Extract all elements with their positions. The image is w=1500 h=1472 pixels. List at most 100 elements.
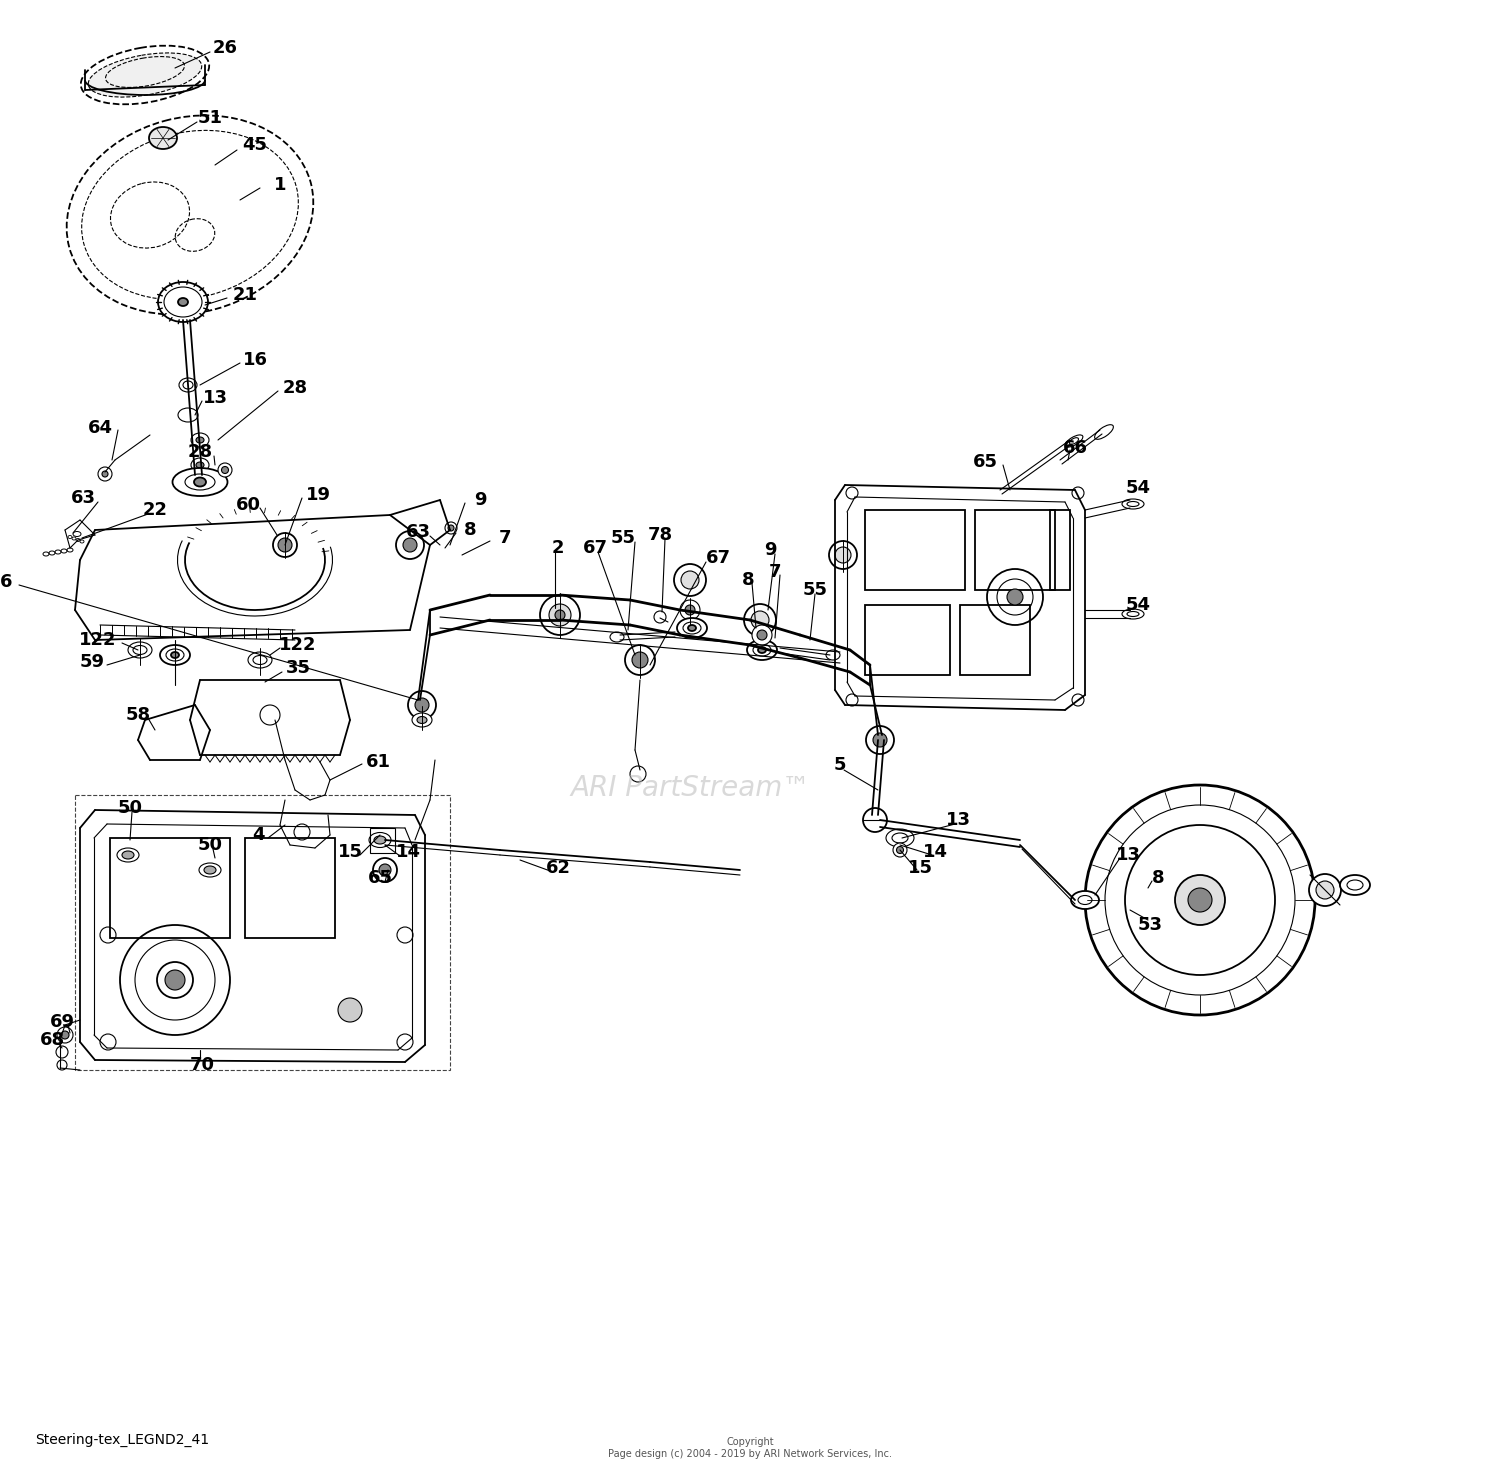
Circle shape <box>830 542 856 570</box>
Ellipse shape <box>369 833 392 848</box>
Ellipse shape <box>158 283 209 322</box>
Text: 15: 15 <box>338 843 363 861</box>
Text: 66: 66 <box>1062 439 1088 456</box>
Text: Steering-tex_LEGND2_41: Steering-tex_LEGND2_41 <box>34 1432 209 1447</box>
Circle shape <box>273 533 297 556</box>
Text: 5: 5 <box>834 757 846 774</box>
Text: 9: 9 <box>474 492 486 509</box>
Circle shape <box>752 611 770 629</box>
Circle shape <box>681 571 699 589</box>
Circle shape <box>408 690 436 718</box>
Circle shape <box>744 604 776 636</box>
Text: 35: 35 <box>285 659 310 677</box>
Text: 13: 13 <box>1116 846 1140 864</box>
Circle shape <box>630 765 646 782</box>
Text: 45: 45 <box>243 135 267 155</box>
Bar <box>865 605 950 676</box>
Ellipse shape <box>1095 425 1113 439</box>
Ellipse shape <box>758 648 766 654</box>
Ellipse shape <box>374 836 386 843</box>
Text: 78: 78 <box>648 526 672 545</box>
Ellipse shape <box>688 626 696 631</box>
Circle shape <box>862 808 886 832</box>
Text: 63: 63 <box>405 523 430 542</box>
Text: 63: 63 <box>70 489 96 506</box>
Ellipse shape <box>1122 609 1144 620</box>
Circle shape <box>374 858 398 882</box>
Bar <box>1050 509 1070 590</box>
Ellipse shape <box>1071 891 1100 910</box>
Circle shape <box>549 604 572 626</box>
Ellipse shape <box>747 640 777 659</box>
Bar <box>110 838 230 938</box>
Ellipse shape <box>610 631 624 642</box>
Ellipse shape <box>196 462 204 468</box>
Text: 59: 59 <box>80 654 105 671</box>
Ellipse shape <box>88 53 201 97</box>
Circle shape <box>680 601 700 620</box>
Text: 22: 22 <box>142 500 168 520</box>
Circle shape <box>873 733 886 746</box>
Circle shape <box>897 846 903 854</box>
Circle shape <box>165 970 184 991</box>
Circle shape <box>278 537 292 552</box>
Circle shape <box>338 998 362 1022</box>
Ellipse shape <box>413 712 432 727</box>
Ellipse shape <box>178 297 188 306</box>
Circle shape <box>1316 882 1334 899</box>
Text: 9: 9 <box>764 542 777 559</box>
Text: 28: 28 <box>188 443 213 461</box>
Bar <box>370 827 394 852</box>
Circle shape <box>1007 589 1023 605</box>
Circle shape <box>217 464 232 477</box>
Bar <box>975 509 1054 590</box>
Circle shape <box>686 605 694 615</box>
Text: 7: 7 <box>768 562 782 581</box>
Circle shape <box>448 526 454 531</box>
Circle shape <box>396 531 424 559</box>
Ellipse shape <box>204 866 216 874</box>
Text: 26: 26 <box>213 38 237 57</box>
Ellipse shape <box>117 848 140 863</box>
Text: 65: 65 <box>368 868 393 888</box>
Text: 64: 64 <box>87 420 112 437</box>
Text: 61: 61 <box>366 754 390 771</box>
Ellipse shape <box>417 717 428 724</box>
Text: 65: 65 <box>972 453 998 471</box>
Text: 14: 14 <box>396 843 420 861</box>
Circle shape <box>1310 874 1341 905</box>
Circle shape <box>98 467 112 481</box>
Text: 58: 58 <box>126 707 150 724</box>
Circle shape <box>865 726 894 754</box>
Text: 8: 8 <box>741 571 754 589</box>
Ellipse shape <box>128 642 152 658</box>
Text: 50: 50 <box>198 836 222 854</box>
Text: 16: 16 <box>243 350 267 369</box>
Ellipse shape <box>160 645 190 665</box>
Bar <box>960 605 1030 676</box>
Text: 51: 51 <box>198 109 222 127</box>
Ellipse shape <box>178 408 198 422</box>
Ellipse shape <box>1122 499 1144 509</box>
Circle shape <box>1174 874 1225 924</box>
Ellipse shape <box>148 127 177 149</box>
Text: 1: 1 <box>273 177 286 194</box>
Ellipse shape <box>190 433 208 447</box>
Text: 21: 21 <box>232 286 258 305</box>
Circle shape <box>102 471 108 477</box>
Text: 67: 67 <box>705 549 730 567</box>
Text: ARI PartStream™: ARI PartStream™ <box>570 773 810 802</box>
Ellipse shape <box>122 851 134 860</box>
Circle shape <box>752 626 772 645</box>
Circle shape <box>674 564 706 596</box>
Circle shape <box>446 523 458 534</box>
Ellipse shape <box>886 829 914 846</box>
Text: 60: 60 <box>236 496 261 514</box>
Bar <box>244 838 334 938</box>
Ellipse shape <box>178 378 196 392</box>
Circle shape <box>56 1047 68 1058</box>
Circle shape <box>57 1060 68 1070</box>
Bar <box>75 795 450 1070</box>
Circle shape <box>836 548 850 562</box>
Text: 122: 122 <box>80 631 117 649</box>
